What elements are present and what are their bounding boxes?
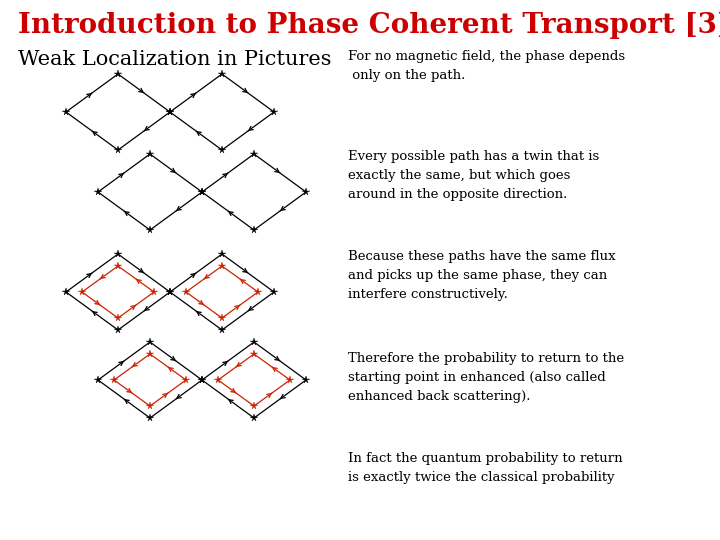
Text: Every possible path has a twin that is
exactly the same, but which goes
around i: Every possible path has a twin that is e… [348,150,599,201]
Text: Weak Localization in Pictures: Weak Localization in Pictures [18,50,331,69]
Text: In fact the quantum probability to return
is exactly twice the classical probabi: In fact the quantum probability to retur… [348,452,623,484]
Text: Introduction to Phase Coherent Transport [3]: Introduction to Phase Coherent Transport… [18,12,720,39]
Text: Because these paths have the same flux
and picks up the same phase, they can
int: Because these paths have the same flux a… [348,250,616,301]
Text: Therefore the probability to return to the
starting point in enhanced (also call: Therefore the probability to return to t… [348,352,624,403]
Text: For no magnetic field, the phase depends
 only on the path.: For no magnetic field, the phase depends… [348,50,625,82]
